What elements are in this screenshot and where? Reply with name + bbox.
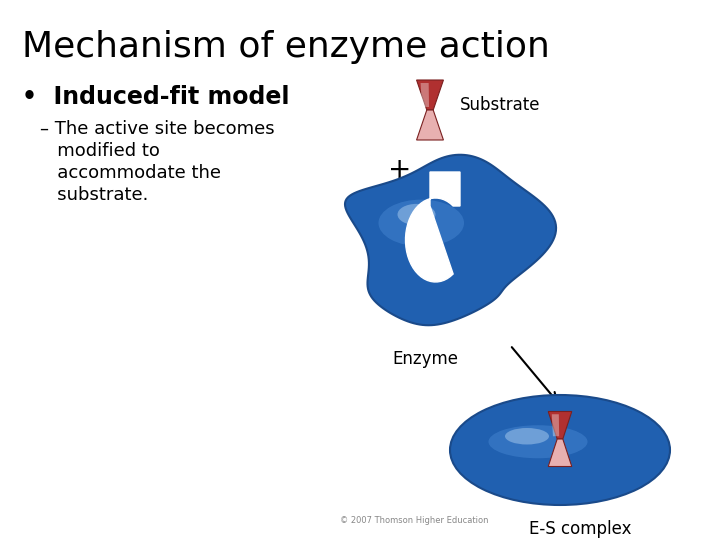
Text: •  Induced-fit model: • Induced-fit model: [22, 85, 289, 109]
Text: +: +: [388, 156, 412, 184]
Text: Enzyme: Enzyme: [392, 350, 458, 368]
Text: accommodate the: accommodate the: [40, 164, 221, 182]
Text: E-S complex: E-S complex: [528, 520, 631, 538]
Ellipse shape: [397, 204, 436, 225]
Text: modified to: modified to: [40, 142, 160, 160]
Polygon shape: [345, 155, 556, 325]
Ellipse shape: [505, 428, 549, 444]
Text: Substrate: Substrate: [460, 96, 541, 114]
Polygon shape: [548, 439, 572, 467]
Polygon shape: [552, 414, 559, 436]
Polygon shape: [420, 83, 429, 107]
Text: © 2007 Thomson Higher Education: © 2007 Thomson Higher Education: [340, 516, 488, 525]
Text: Mechanism of enzyme action: Mechanism of enzyme action: [22, 30, 550, 64]
Polygon shape: [417, 110, 444, 140]
Text: substrate.: substrate.: [40, 186, 148, 204]
Ellipse shape: [488, 426, 588, 458]
Text: – The active site becomes: – The active site becomes: [40, 120, 274, 138]
Ellipse shape: [450, 395, 670, 505]
Polygon shape: [417, 80, 444, 110]
Polygon shape: [405, 172, 460, 282]
Polygon shape: [548, 411, 572, 439]
Ellipse shape: [379, 200, 464, 246]
